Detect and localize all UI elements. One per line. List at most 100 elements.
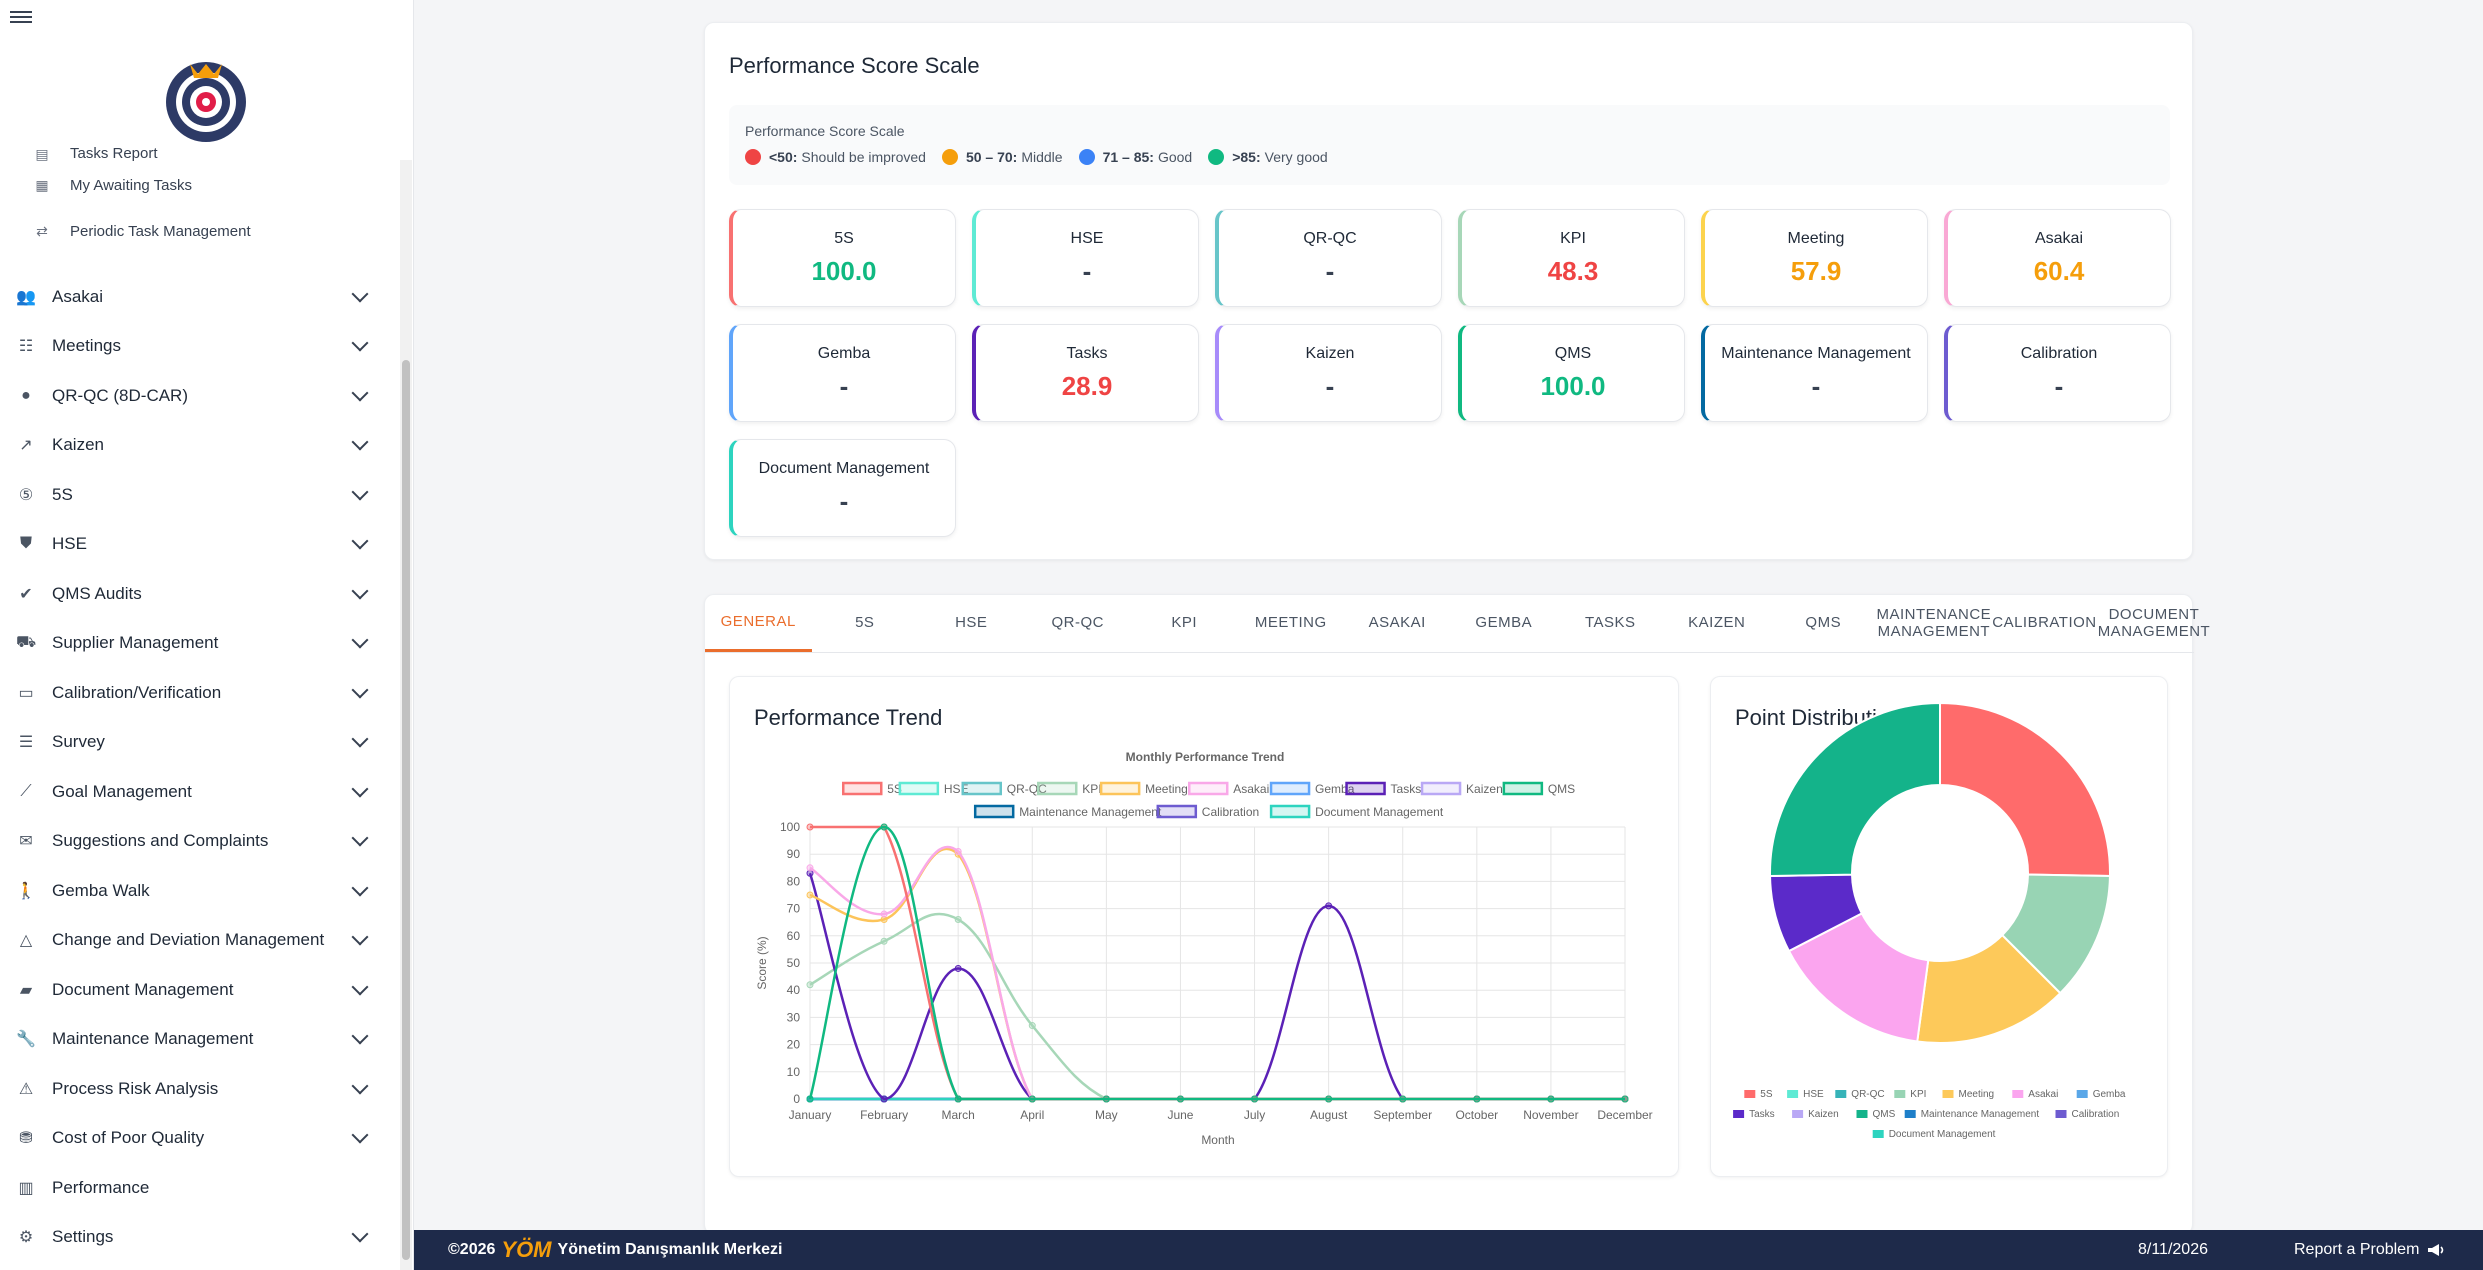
sidebar-item-kaizen[interactable]: ↗ Kaizen bbox=[0, 421, 400, 471]
tab-kaizen[interactable]: KAIZEN bbox=[1688, 614, 1746, 632]
sidebar-subitem[interactable]: ▦ My Awaiting Tasks bbox=[0, 162, 400, 208]
tab-qr-qc[interactable]: QR-QC bbox=[1051, 614, 1104, 632]
sidebar-item-settings[interactable]: ⚙ Settings bbox=[0, 1213, 400, 1263]
metric-card[interactable]: Kaizen - bbox=[1215, 324, 1442, 422]
sidebar-subitem[interactable]: ⇄ Periodic Task Management bbox=[0, 208, 400, 254]
sidebar-item-calibration-verification[interactable]: ▭ Calibration/Verification bbox=[0, 668, 400, 718]
tab-tasks[interactable]: TASKS bbox=[1584, 614, 1636, 632]
metric-card[interactable]: Maintenance Management - bbox=[1701, 324, 1928, 422]
scrollbar-thumb[interactable] bbox=[402, 360, 410, 1260]
chevron-down-icon[interactable] bbox=[351, 582, 369, 600]
tab-document-management[interactable]: DOCUMENT MANAGEMENT bbox=[2097, 606, 2211, 640]
metric-card[interactable]: 5S 100.0 bbox=[729, 209, 956, 307]
sidebar-item-supplier-management[interactable]: ⛟ Supplier Management bbox=[0, 619, 400, 669]
chevron-down-icon[interactable] bbox=[351, 433, 369, 451]
chevron-down-icon[interactable] bbox=[351, 879, 369, 897]
sidebar-item-cost-of-poor-quality[interactable]: ⛃ Cost of Poor Quality bbox=[0, 1114, 400, 1164]
sidebar-item-qms-audits[interactable]: ✔ QMS Audits bbox=[0, 569, 400, 619]
legend-item[interactable]: Maintenance Management bbox=[973, 804, 1162, 819]
metric-card[interactable]: Calibration - bbox=[1944, 324, 2171, 422]
chevron-down-icon[interactable] bbox=[351, 384, 369, 402]
pie-legend-item[interactable]: 5S bbox=[1744, 1089, 1773, 1100]
sidebar-item-document-management[interactable]: ▰ Document Management bbox=[0, 965, 400, 1015]
metric-card[interactable]: HSE - bbox=[972, 209, 1199, 307]
metric-card[interactable]: Gemba - bbox=[729, 324, 956, 422]
sidebar-subitem[interactable]: ▤ Tasks Report bbox=[0, 132, 400, 162]
legend-item[interactable]: Calibration bbox=[1156, 804, 1259, 819]
chevron-down-icon[interactable] bbox=[351, 681, 369, 699]
legend-item[interactable]: Meeting bbox=[1099, 781, 1188, 796]
tab-calibration[interactable]: CALIBRATION bbox=[1992, 614, 2097, 632]
legend-item[interactable]: QR-QC bbox=[961, 781, 1047, 796]
chevron-down-icon[interactable] bbox=[351, 978, 369, 996]
sidebar-item-asakai[interactable]: 👥 Asakai bbox=[0, 272, 400, 322]
sidebar-item-meetings[interactable]: ☷ Meetings bbox=[0, 322, 400, 372]
legend-item[interactable]: KPI bbox=[1037, 781, 1102, 796]
pie-legend-item[interactable]: Meeting bbox=[1942, 1089, 1995, 1100]
chevron-down-icon[interactable] bbox=[351, 1077, 369, 1095]
pie-legend-item[interactable]: QMS bbox=[1856, 1109, 1896, 1120]
sidebar-item-change-and-deviation-management[interactable]: △ Change and Deviation Management bbox=[0, 916, 400, 966]
chevron-down-icon[interactable] bbox=[351, 285, 369, 303]
sidebar-item-suggestions-and-complaints[interactable]: ✉ Suggestions and Complaints bbox=[0, 817, 400, 867]
metric-card[interactable]: QMS 100.0 bbox=[1458, 324, 1685, 422]
sidebar-item-process-risk-analysis[interactable]: ⚠ Process Risk Analysis bbox=[0, 1064, 400, 1114]
tab-meeting[interactable]: MEETING bbox=[1254, 614, 1327, 632]
sidebar-item-gemba-walk[interactable]: 🚶 Gemba Walk bbox=[0, 866, 400, 916]
chevron-down-icon[interactable] bbox=[351, 1126, 369, 1144]
pie-slice[interactable] bbox=[1769, 701, 1941, 878]
metric-card[interactable]: Meeting 57.9 bbox=[1701, 209, 1928, 307]
chevron-down-icon[interactable] bbox=[351, 829, 369, 847]
sidebar-item-survey[interactable]: ☰ Survey bbox=[0, 718, 400, 768]
chevron-down-icon[interactable] bbox=[351, 1225, 369, 1243]
legend-item[interactable]: Tasks bbox=[1345, 781, 1422, 796]
pie-legend-item[interactable]: HSE bbox=[1787, 1089, 1824, 1100]
chevron-down-icon[interactable] bbox=[351, 730, 369, 748]
metric-card[interactable]: QR-QC - bbox=[1215, 209, 1442, 307]
chevron-down-icon[interactable] bbox=[351, 483, 369, 501]
pie-legend-item[interactable]: Gemba bbox=[2076, 1089, 2126, 1100]
pie-legend-item[interactable]: Calibration bbox=[2055, 1109, 2120, 1120]
pie-legend-item[interactable]: Tasks bbox=[1733, 1109, 1775, 1120]
tab-5s[interactable]: 5S bbox=[855, 614, 875, 632]
legend-item[interactable]: HSE bbox=[898, 781, 969, 796]
tab-asakai[interactable]: ASAKAI bbox=[1368, 614, 1426, 632]
tab-general[interactable]: GENERAL bbox=[705, 595, 812, 652]
sidebar-item-hse[interactable]: ⛊ HSE bbox=[0, 520, 400, 570]
tab-hse[interactable]: HSE bbox=[955, 614, 988, 632]
pie-slice[interactable] bbox=[1787, 912, 1930, 1043]
pie-legend-item[interactable]: Maintenance Management bbox=[1904, 1109, 2040, 1120]
chevron-down-icon[interactable] bbox=[351, 780, 369, 798]
pie-legend-item[interactable]: Document Management bbox=[1872, 1129, 1996, 1140]
metric-card[interactable]: Tasks 28.9 bbox=[972, 324, 1199, 422]
chevron-down-icon[interactable] bbox=[351, 631, 369, 649]
sidebar-item-maintenance-management[interactable]: 🔧 Maintenance Management bbox=[0, 1015, 400, 1065]
sidebar-item-5s[interactable]: ⑤ 5S bbox=[0, 470, 400, 520]
tab-gemba[interactable]: GEMBA bbox=[1475, 614, 1533, 632]
legend-item[interactable]: 5S bbox=[842, 781, 902, 796]
chevron-down-icon[interactable] bbox=[351, 532, 369, 550]
tab-qms[interactable]: QMS bbox=[1805, 614, 1842, 632]
legend-item[interactable]: Asakai bbox=[1188, 781, 1269, 796]
chevron-down-icon[interactable] bbox=[351, 928, 369, 946]
chevron-down-icon[interactable] bbox=[351, 1027, 369, 1045]
pie-slice[interactable] bbox=[1939, 701, 2111, 878]
legend-item[interactable]: Kaizen bbox=[1420, 781, 1503, 796]
sidebar-scrollbar[interactable] bbox=[400, 160, 412, 1270]
pie-legend-item[interactable]: Asakai bbox=[2012, 1089, 2058, 1100]
metric-card[interactable]: Document Management - bbox=[729, 439, 956, 537]
pie-legend-item[interactable]: Kaizen bbox=[1792, 1109, 1839, 1120]
tab-maintenance-management[interactable]: MAINTENANCE MANAGEMENT bbox=[1876, 606, 1992, 640]
sidebar-item-performance[interactable]: ▥ Performance bbox=[0, 1163, 400, 1213]
sidebar-item-goal-management[interactable]: ⟋ Goal Management bbox=[0, 767, 400, 817]
legend-item[interactable]: QMS bbox=[1502, 781, 1575, 796]
pie-legend-item[interactable]: KPI bbox=[1894, 1089, 1926, 1100]
menu-icon[interactable] bbox=[10, 8, 32, 30]
sidebar-item-qr-qc-8d-car[interactable]: ● QR-QC (8D-CAR) bbox=[0, 371, 400, 421]
metric-card[interactable]: Asakai 60.4 bbox=[1944, 209, 2171, 307]
metric-card[interactable]: KPI 48.3 bbox=[1458, 209, 1685, 307]
tab-kpi[interactable]: KPI bbox=[1171, 614, 1198, 632]
legend-item[interactable]: Document Management bbox=[1269, 804, 1444, 819]
legend-item[interactable]: Gemba bbox=[1269, 781, 1355, 796]
report-problem-link[interactable]: Report a Problem bbox=[2294, 1241, 2445, 1259]
